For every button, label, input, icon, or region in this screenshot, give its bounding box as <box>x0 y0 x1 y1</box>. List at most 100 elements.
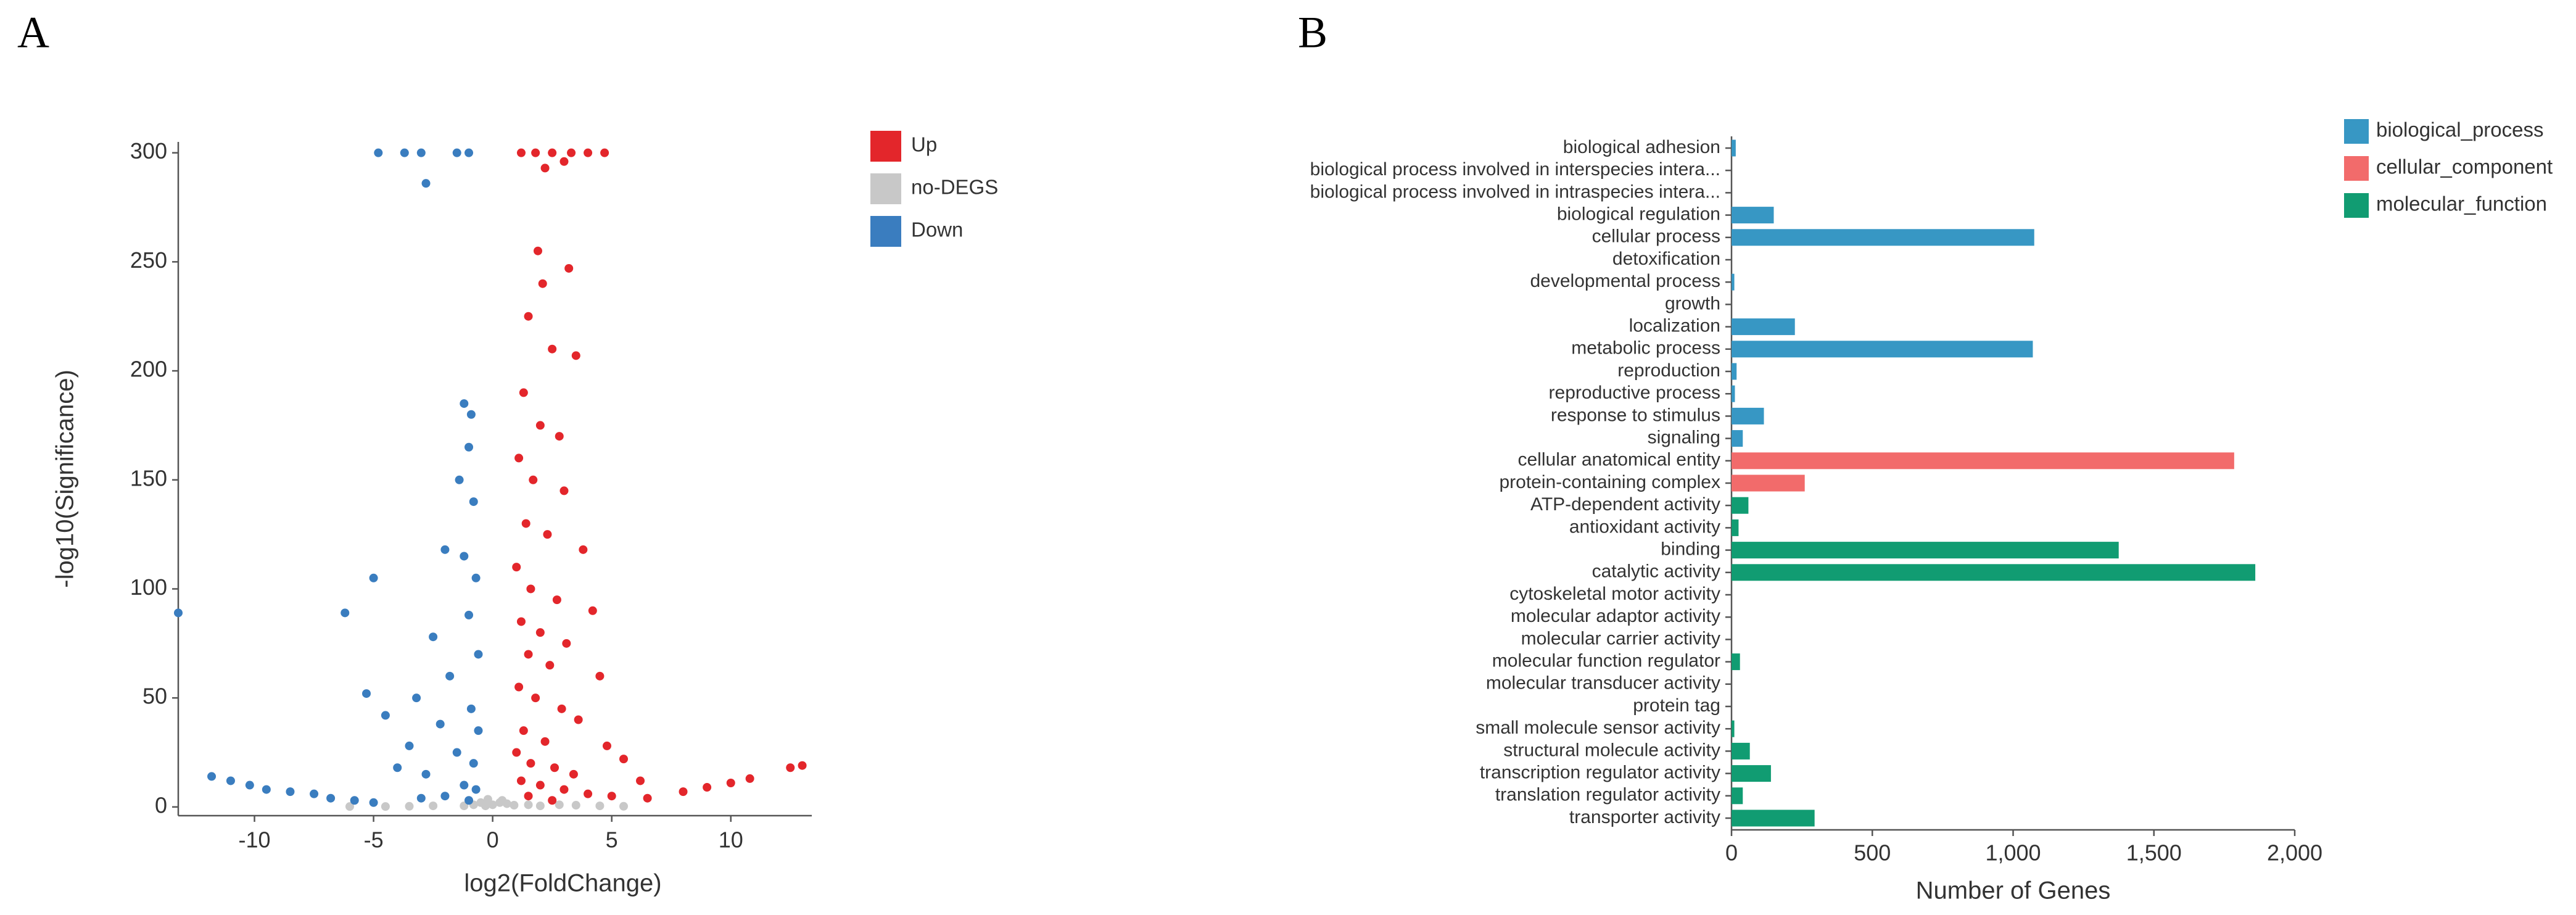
bar <box>1732 519 1739 536</box>
legend-swatch <box>2344 193 2369 218</box>
point <box>469 759 478 768</box>
point <box>679 787 688 797</box>
x-tick-label: -5 <box>364 827 384 853</box>
bar <box>1732 430 1743 447</box>
x-axis-label: log2(FoldChange) <box>464 870 661 897</box>
point <box>483 795 492 804</box>
point <box>571 351 580 360</box>
point <box>574 715 583 724</box>
y-tick-label: biological process involved in intraspec… <box>1310 181 1720 202</box>
y-tick-label: growth <box>1665 293 1720 313</box>
point <box>535 801 545 811</box>
point <box>416 148 426 157</box>
y-tick-label: response to stimulus <box>1551 405 1720 425</box>
legend-label: Up <box>911 133 937 156</box>
point <box>429 801 438 811</box>
point <box>595 671 605 681</box>
point <box>726 778 735 787</box>
point <box>798 761 807 770</box>
point <box>535 780 545 790</box>
bar <box>1732 385 1735 402</box>
legend-swatch <box>870 173 901 204</box>
x-tick-label: 500 <box>1854 840 1891 866</box>
point <box>481 801 490 811</box>
point <box>460 399 469 408</box>
point <box>464 148 474 157</box>
x-tick-label: 0 <box>1725 840 1738 866</box>
point <box>421 769 431 779</box>
y-tick-label: 50 <box>142 684 167 709</box>
legend-label: Down <box>911 218 963 241</box>
bar <box>1732 452 2234 470</box>
point <box>405 741 414 750</box>
bar <box>1732 653 1740 671</box>
point <box>226 776 235 785</box>
point <box>464 610 474 619</box>
point <box>345 802 354 811</box>
y-tick-label: molecular transducer activity <box>1486 673 1720 693</box>
point <box>405 801 414 811</box>
bar <box>1732 363 1737 380</box>
x-tick-label: 1,500 <box>2126 840 2182 866</box>
legend-swatch <box>870 216 901 247</box>
point <box>510 801 519 810</box>
point <box>548 344 557 354</box>
legend-label: biological_process <box>2376 118 2544 141</box>
point <box>471 785 481 794</box>
point <box>514 682 524 692</box>
point <box>607 792 616 801</box>
point <box>531 148 540 157</box>
point <box>464 442 474 452</box>
point <box>524 792 533 801</box>
y-tick-label: 100 <box>130 574 167 600</box>
point <box>516 776 526 785</box>
point <box>557 704 566 713</box>
point <box>584 789 593 798</box>
point <box>540 737 550 746</box>
point <box>559 486 569 495</box>
point <box>310 789 319 798</box>
point <box>452 148 461 157</box>
y-tick-label: 0 <box>155 792 167 818</box>
point <box>535 421 545 430</box>
point <box>466 704 476 713</box>
y-tick-label: protein-containing complex <box>1499 472 1720 492</box>
y-tick-label: transporter activity <box>1569 807 1720 827</box>
point <box>512 563 521 572</box>
y-tick-label: small molecule sensor activity <box>1476 718 1720 738</box>
point <box>452 748 461 757</box>
point <box>579 545 588 554</box>
x-tick-label: 0 <box>487 827 499 853</box>
y-tick-label: molecular adaptor activity <box>1511 606 1720 626</box>
point <box>362 689 371 698</box>
point <box>571 801 580 810</box>
point <box>619 801 628 811</box>
point <box>643 793 652 803</box>
point <box>174 608 183 618</box>
point <box>703 783 712 792</box>
point <box>540 164 550 173</box>
legend-swatch <box>870 131 901 162</box>
legend-label: no-DEGS <box>911 176 998 199</box>
point <box>400 148 409 157</box>
point <box>543 530 552 539</box>
point <box>474 726 483 735</box>
point <box>595 801 605 811</box>
point <box>745 774 754 783</box>
point <box>567 148 576 157</box>
point <box>526 759 535 768</box>
bar <box>1732 229 2034 246</box>
y-tick-label: reproductive process <box>1549 383 1720 403</box>
point <box>588 606 597 615</box>
y-tick-label: molecular carrier activity <box>1521 628 1720 648</box>
y-tick-label: structural molecule activity <box>1503 740 1720 760</box>
point <box>564 263 574 273</box>
y-tick-label: developmental process <box>1530 271 1720 291</box>
point <box>600 148 609 157</box>
bar <box>1732 742 1750 760</box>
point <box>514 453 524 463</box>
bar <box>1732 542 2119 559</box>
point <box>466 410 476 419</box>
